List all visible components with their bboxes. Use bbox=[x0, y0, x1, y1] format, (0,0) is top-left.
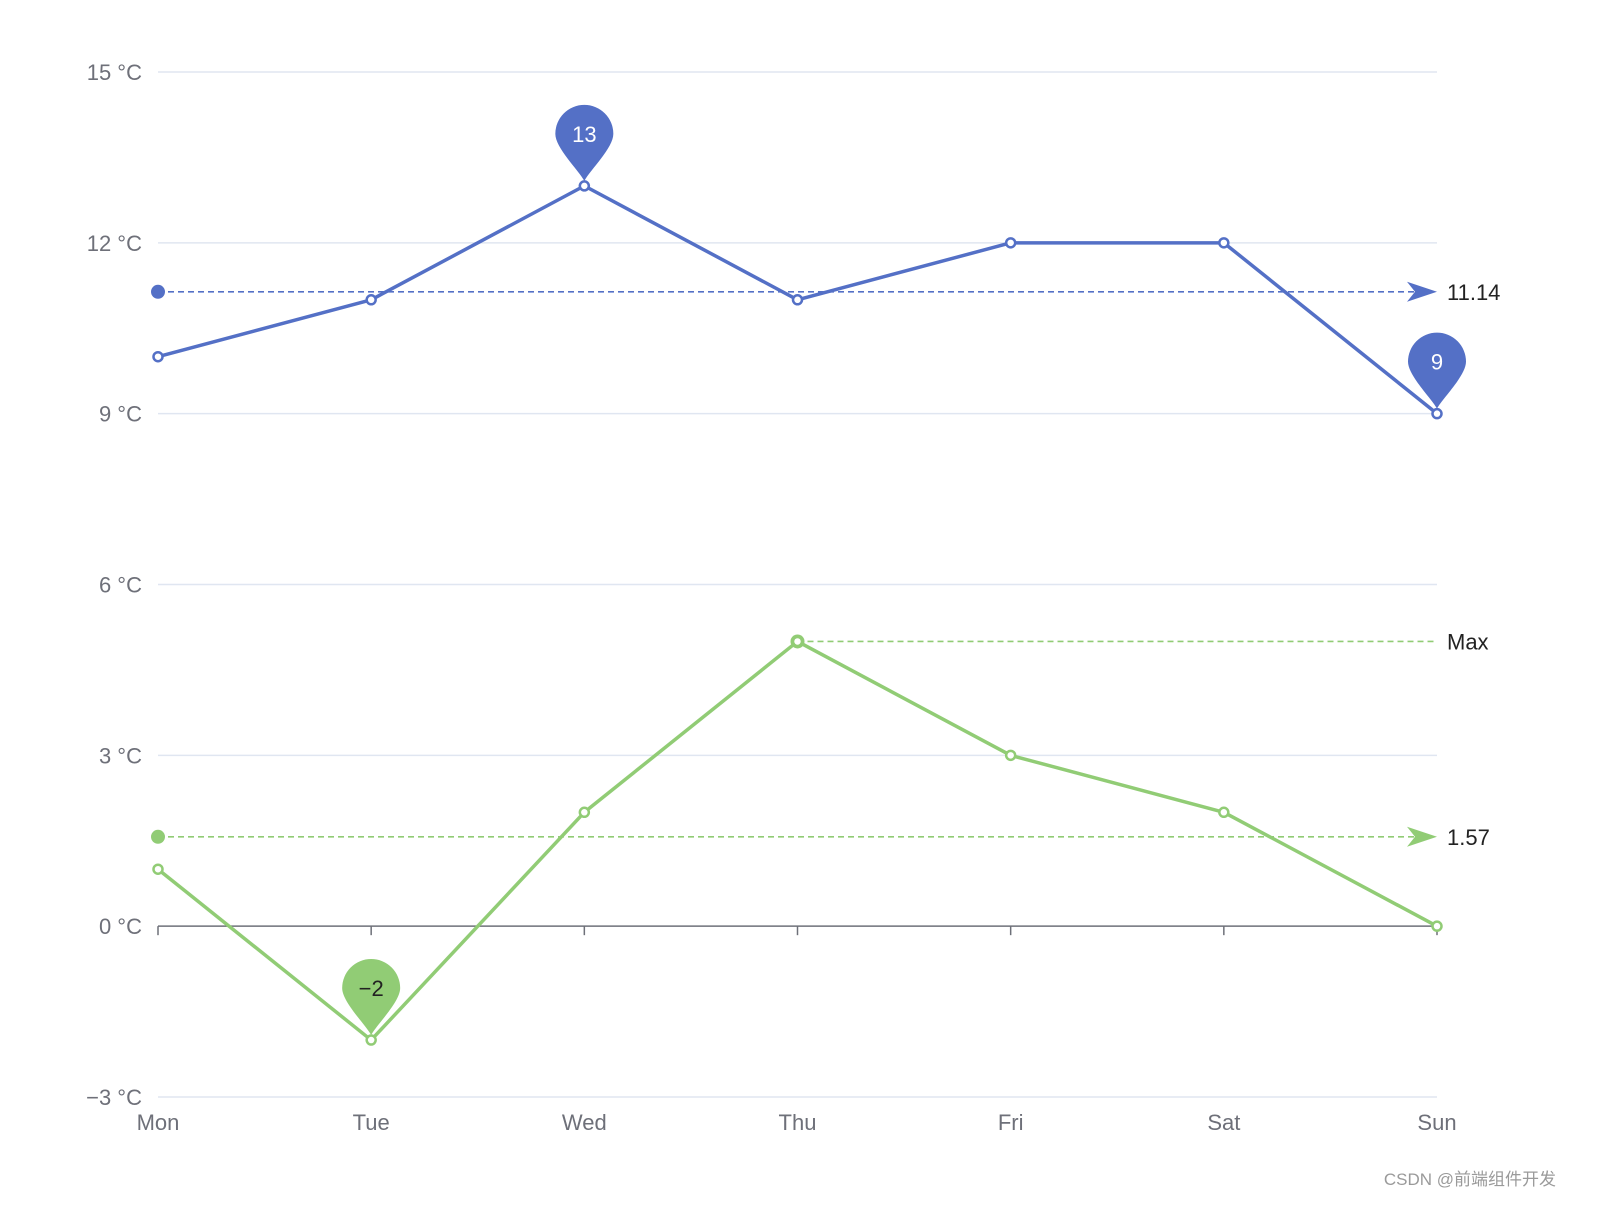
average-mark-line-label: 11.14 bbox=[1447, 280, 1500, 305]
mark-points: 13 9 −2 bbox=[342, 104, 1466, 1036]
data-point bbox=[1004, 237, 1017, 249]
x-tick-label: Fri bbox=[998, 1110, 1024, 1135]
data-point bbox=[365, 294, 377, 306]
data-point bbox=[1218, 237, 1230, 249]
y-tick-label: 15 °C bbox=[87, 60, 142, 85]
x-tick-label: Mon bbox=[137, 1110, 180, 1135]
data-point bbox=[152, 350, 164, 363]
data-point bbox=[578, 806, 591, 819]
data-point bbox=[791, 294, 804, 306]
mark-line-arrow bbox=[1407, 826, 1437, 847]
y-tick-label: −3 °C bbox=[86, 1085, 142, 1110]
x-tick-label: Tue bbox=[353, 1110, 390, 1135]
y-tick-label: 9 °C bbox=[99, 402, 142, 427]
data-point bbox=[1431, 407, 1443, 420]
data-point bbox=[365, 1034, 377, 1046]
data-point bbox=[791, 635, 804, 648]
mark-point-pin bbox=[555, 104, 614, 181]
mark-point-label: −2 bbox=[359, 976, 384, 1001]
mark-line-arrow bbox=[1407, 281, 1437, 302]
average-mark-line-label: 1.57 bbox=[1447, 825, 1490, 850]
series-lines bbox=[152, 180, 1443, 1046]
max-mark-line-label: Max bbox=[1447, 629, 1489, 654]
mark-point-label: 13 bbox=[572, 122, 596, 147]
x-tick-label: Sat bbox=[1207, 1110, 1240, 1135]
average-mark-line-start bbox=[151, 284, 165, 299]
mark-point-label: 9 bbox=[1431, 350, 1443, 375]
y-tick-label: 6 °C bbox=[99, 573, 142, 598]
data-point bbox=[1218, 806, 1230, 819]
average-mark-line-start bbox=[151, 829, 165, 844]
watermark: CSDN @前端组件开发 bbox=[1383, 1170, 1556, 1189]
mark-point-pin bbox=[342, 959, 401, 1036]
x-tick-label: Wed bbox=[562, 1110, 607, 1135]
data-point bbox=[578, 180, 591, 192]
mark-lines: 11.14 1.57 Max bbox=[151, 280, 1500, 850]
mark-point-pin bbox=[1408, 332, 1466, 409]
grid-lines bbox=[158, 71, 1437, 1098]
data-point bbox=[1431, 920, 1443, 932]
y-tick-label: 0 °C bbox=[99, 914, 142, 939]
x-tick-label: Sun bbox=[1417, 1110, 1456, 1135]
y-axis-tick-labels: 15 °C 12 °C 9 °C 6 °C 3 °C 0 °C −3 °C bbox=[86, 60, 142, 1110]
y-tick-label: 12 °C bbox=[87, 231, 142, 256]
y-tick-label: 3 °C bbox=[99, 743, 142, 768]
data-point bbox=[1004, 749, 1017, 762]
x-tick-label: Thu bbox=[779, 1110, 817, 1135]
data-point bbox=[152, 863, 164, 875]
x-axis: Mon Tue Wed Thu Fri Sat Sun bbox=[137, 925, 1457, 1135]
